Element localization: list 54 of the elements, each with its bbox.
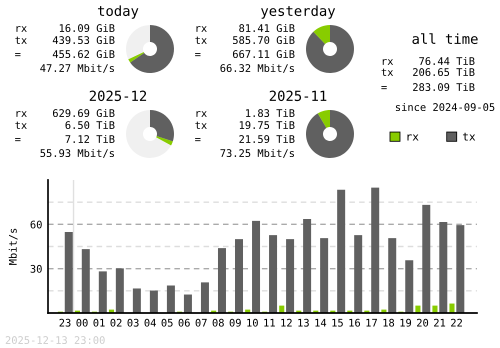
text: tx 6.50 TiB: [15, 120, 115, 130]
chart-title: today: [98, 5, 138, 19]
x-tick-label: 02: [110, 318, 122, 327]
x-tick-label: 11: [264, 318, 275, 327]
x-tick-label: 09: [230, 318, 241, 327]
text: = 455.62 GiB: [15, 50, 115, 58]
x-tick-label: 22: [451, 318, 462, 327]
x-tick-label: 18: [383, 318, 394, 327]
text: = 7.12 TiB: [15, 134, 115, 143]
x-tick-label: 19: [400, 318, 412, 327]
legend-label: tx: [462, 132, 476, 141]
x-tick-label: 01: [93, 318, 105, 327]
text: = 21.59 TiB: [195, 134, 295, 144]
x-tick-label: 03: [128, 318, 139, 327]
x-tick-label: 00: [76, 318, 88, 327]
x-tick-label: 16: [349, 318, 360, 327]
chart-title: 2025-11: [270, 90, 326, 102]
y-tick-label: 60: [30, 220, 42, 228]
text: rx 1.83 TiB: [196, 108, 295, 118]
text: all time: [412, 33, 478, 44]
x-tick-label: 21: [434, 318, 446, 327]
chart-title: 2025-12: [90, 90, 146, 102]
y-axis-title: Mbit/s: [8, 228, 18, 265]
x-tick-label: 05: [162, 318, 173, 327]
text: 73.25 Mbit/s: [220, 148, 294, 158]
text: = 283.09 TiB: [381, 82, 475, 92]
x-tick-label: 15: [332, 318, 343, 327]
text: rx 16.09 GiB: [16, 24, 115, 32]
text: rx 629.69 GiB: [16, 108, 115, 118]
x-tick-label: 13: [298, 318, 309, 327]
text: 55.93 Mbit/s: [40, 148, 114, 158]
text: 47.27 Mbit/s: [40, 64, 114, 73]
text: = 667.11 GiB: [195, 50, 295, 58]
text: tx 439.53 GiB: [15, 36, 115, 44]
text: tx 206.65 TiB: [382, 68, 475, 76]
text: since 2024-09-05: [396, 102, 494, 112]
x-tick-label: 14: [315, 318, 326, 327]
chart-title: yesterday: [261, 5, 336, 19]
text: rx 81.41 GiB: [196, 24, 295, 32]
x-tick-label: 20: [417, 318, 428, 327]
x-tick-label: 10: [247, 318, 258, 327]
text: tx 19.75 TiB: [195, 120, 295, 130]
x-tick-label: 08: [212, 318, 224, 327]
text: 66.32 Mbit/s: [220, 64, 294, 73]
x-tick-label: 23: [60, 318, 71, 327]
text: tx 585.70 GiB: [195, 36, 295, 44]
x-tick-label: 12: [281, 318, 292, 327]
x-tick-label: 06: [178, 318, 190, 327]
y-tick-label: 30: [30, 264, 42, 273]
legend-label: rx: [408, 134, 419, 141]
x-tick-label: 17: [366, 318, 377, 327]
text: rx 76.44 TiB: [382, 56, 475, 66]
x-tick-label: 04: [144, 318, 156, 327]
x-tick-label: 07: [196, 318, 207, 327]
